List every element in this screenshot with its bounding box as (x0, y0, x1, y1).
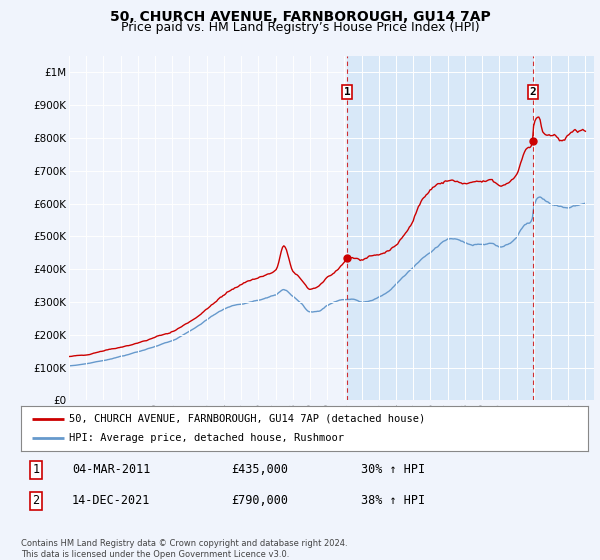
Text: HPI: Average price, detached house, Rushmoor: HPI: Average price, detached house, Rush… (69, 433, 344, 444)
Text: Price paid vs. HM Land Registry’s House Price Index (HPI): Price paid vs. HM Land Registry’s House … (121, 21, 479, 34)
Text: 50, CHURCH AVENUE, FARNBOROUGH, GU14 7AP: 50, CHURCH AVENUE, FARNBOROUGH, GU14 7AP (110, 10, 490, 24)
Text: £435,000: £435,000 (231, 464, 288, 477)
Text: 04-MAR-2011: 04-MAR-2011 (72, 464, 151, 477)
Text: 14-DEC-2021: 14-DEC-2021 (72, 494, 151, 507)
Bar (347, 56, 594, 400)
Text: £790,000: £790,000 (231, 494, 288, 507)
Text: 1: 1 (32, 464, 40, 477)
Text: 2: 2 (530, 87, 536, 97)
Text: Contains HM Land Registry data © Crown copyright and database right 2024.
This d: Contains HM Land Registry data © Crown c… (21, 539, 347, 559)
Text: 38% ↑ HPI: 38% ↑ HPI (361, 494, 425, 507)
Text: 30% ↑ HPI: 30% ↑ HPI (361, 464, 425, 477)
Text: 1: 1 (344, 87, 351, 97)
Text: 2: 2 (32, 494, 40, 507)
Text: 50, CHURCH AVENUE, FARNBOROUGH, GU14 7AP (detached house): 50, CHURCH AVENUE, FARNBOROUGH, GU14 7AP… (69, 413, 425, 423)
